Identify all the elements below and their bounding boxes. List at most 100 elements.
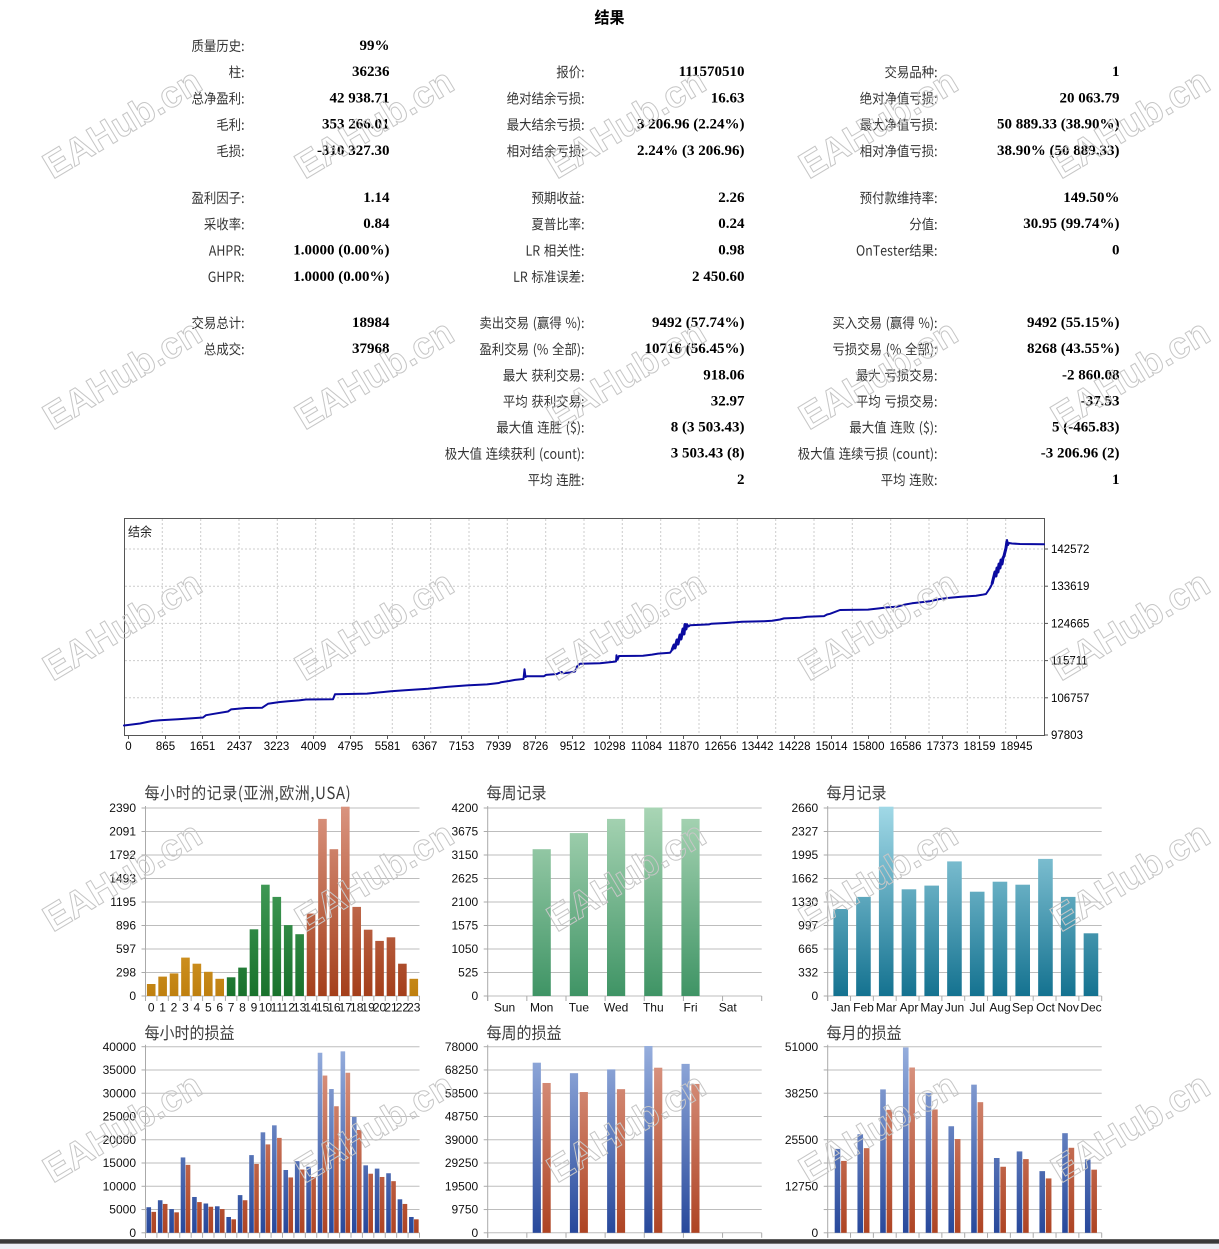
svg-text:3 503.43 (8): 3 503.43 (8): [671, 446, 745, 462]
svg-text:1: 1: [159, 1001, 166, 1015]
svg-text:2: 2: [737, 472, 745, 488]
svg-text:8726: 8726: [523, 741, 549, 753]
svg-text:0: 0: [148, 1001, 155, 1015]
svg-text:13: 13: [293, 1001, 307, 1015]
svg-text:May: May: [920, 1001, 943, 1015]
svg-text:EAHub.cn: EAHub.cn: [792, 311, 965, 437]
svg-text:Sun: Sun: [494, 1001, 515, 1015]
svg-text:1.0000 (0.00%): 1.0000 (0.00%): [293, 269, 389, 285]
svg-text:4009: 4009: [301, 741, 327, 753]
svg-text:39000: 39000: [445, 1133, 479, 1147]
svg-text:8: 8: [239, 1001, 246, 1015]
svg-text:Sat: Sat: [719, 1001, 738, 1015]
svg-text:1330: 1330: [791, 895, 818, 909]
svg-text:3675: 3675: [451, 825, 478, 839]
svg-text:-2 860.08: -2 860.08: [1062, 367, 1120, 383]
svg-text:0: 0: [1112, 243, 1120, 259]
svg-text:2 450.60: 2 450.60: [692, 269, 745, 285]
svg-text:25000: 25000: [103, 1110, 137, 1124]
svg-text:13442: 13442: [742, 741, 774, 753]
svg-text:115711: 115711: [1051, 656, 1088, 668]
svg-text:17: 17: [339, 1001, 353, 1015]
svg-text:EAHub.cn: EAHub.cn: [792, 60, 965, 186]
svg-text:36236: 36236: [352, 64, 390, 80]
svg-text:3150: 3150: [451, 848, 478, 862]
svg-text:Nov: Nov: [1058, 1001, 1079, 1015]
svg-text:1195: 1195: [110, 895, 136, 909]
svg-text:6: 6: [216, 1001, 223, 1015]
svg-text:Sep: Sep: [1012, 1001, 1034, 1015]
svg-text:99%: 99%: [360, 38, 390, 54]
svg-text:Mon: Mon: [530, 1001, 553, 1015]
svg-text:525: 525: [458, 966, 478, 980]
svg-text:8 (3 503.43): 8 (3 503.43): [671, 419, 745, 435]
svg-text:18945: 18945: [1001, 741, 1033, 753]
svg-text:68250: 68250: [445, 1063, 479, 1077]
svg-text:97803: 97803: [1051, 730, 1083, 742]
svg-text:-310 327.30: -310 327.30: [317, 143, 390, 159]
svg-text:0: 0: [472, 1226, 479, 1240]
svg-text:149.50%: 149.50%: [1063, 190, 1119, 206]
svg-text:12656: 12656: [705, 741, 737, 753]
svg-text:2091: 2091: [109, 825, 136, 839]
svg-text:15800: 15800: [853, 741, 885, 753]
svg-text:7153: 7153: [449, 741, 475, 753]
svg-text:3 206.96 (2.24%): 3 206.96 (2.24%): [637, 117, 745, 133]
svg-text:10716 (56.45%): 10716 (56.45%): [645, 341, 745, 357]
svg-text:4: 4: [194, 1001, 201, 1015]
svg-text:332: 332: [798, 966, 818, 980]
svg-text:11084: 11084: [631, 741, 663, 753]
svg-text:5 (-465.83): 5 (-465.83): [1052, 419, 1120, 435]
svg-text:Oct: Oct: [1036, 1001, 1055, 1015]
svg-text:20: 20: [373, 1001, 387, 1015]
svg-text:1.14: 1.14: [363, 190, 390, 206]
svg-text:38250: 38250: [785, 1086, 819, 1100]
svg-text:12750: 12750: [785, 1180, 819, 1194]
svg-text:11: 11: [271, 1001, 284, 1015]
svg-text:597: 597: [116, 942, 136, 956]
svg-text:Tue: Tue: [569, 1001, 590, 1015]
svg-text:17373: 17373: [927, 741, 959, 753]
svg-text:Jan: Jan: [831, 1001, 850, 1015]
svg-text:Dec: Dec: [1080, 1001, 1101, 1015]
svg-text:EAHub.cn: EAHub.cn: [1044, 813, 1217, 939]
svg-text:9512: 9512: [560, 741, 586, 753]
svg-text:0: 0: [125, 741, 131, 753]
svg-text:9492 (57.74%): 9492 (57.74%): [652, 315, 745, 331]
svg-text:1050: 1050: [451, 942, 478, 956]
svg-text:18984: 18984: [352, 315, 390, 331]
svg-text:23: 23: [407, 1001, 421, 1015]
svg-text:133619: 133619: [1051, 581, 1089, 593]
svg-text:1.0000 (0.00%): 1.0000 (0.00%): [293, 243, 389, 259]
svg-text:30000: 30000: [103, 1086, 137, 1100]
svg-text:7939: 7939: [486, 741, 512, 753]
svg-text:10000: 10000: [103, 1180, 137, 1194]
svg-text:865: 865: [156, 741, 175, 753]
svg-text:2.24% (3 206.96): 2.24% (3 206.96): [637, 143, 745, 159]
svg-text:9492 (55.15%): 9492 (55.15%): [1027, 315, 1120, 331]
svg-text:Mar: Mar: [876, 1001, 897, 1015]
svg-text:40000: 40000: [103, 1040, 137, 1054]
svg-text:5581: 5581: [375, 741, 401, 753]
svg-text:10: 10: [259, 1001, 273, 1015]
svg-text:38.90% (50 889.33): 38.90% (50 889.33): [997, 143, 1120, 159]
svg-text:EAHub.cn: EAHub.cn: [36, 311, 209, 437]
svg-text:4795: 4795: [338, 741, 364, 753]
svg-text:2625: 2625: [451, 872, 478, 886]
svg-text:14: 14: [304, 1001, 318, 1015]
svg-text:2390: 2390: [109, 801, 136, 815]
svg-text:Jun: Jun: [945, 1001, 964, 1015]
svg-text:9: 9: [251, 1001, 258, 1015]
svg-text:51000: 51000: [785, 1040, 819, 1054]
svg-text:42 938.71: 42 938.71: [330, 90, 390, 106]
svg-text:8268 (43.55%): 8268 (43.55%): [1027, 341, 1120, 357]
svg-text:30.95 (99.74%): 30.95 (99.74%): [1023, 216, 1119, 232]
svg-text:1: 1: [1112, 64, 1120, 80]
svg-text:5000: 5000: [109, 1203, 136, 1217]
svg-text:18: 18: [350, 1001, 364, 1015]
svg-text:12: 12: [282, 1001, 296, 1015]
svg-text:106757: 106757: [1051, 693, 1089, 705]
svg-text:EAHub.cn: EAHub.cn: [36, 60, 209, 186]
svg-text:EAHub.cn: EAHub.cn: [288, 1064, 461, 1190]
svg-text:16: 16: [327, 1001, 341, 1015]
